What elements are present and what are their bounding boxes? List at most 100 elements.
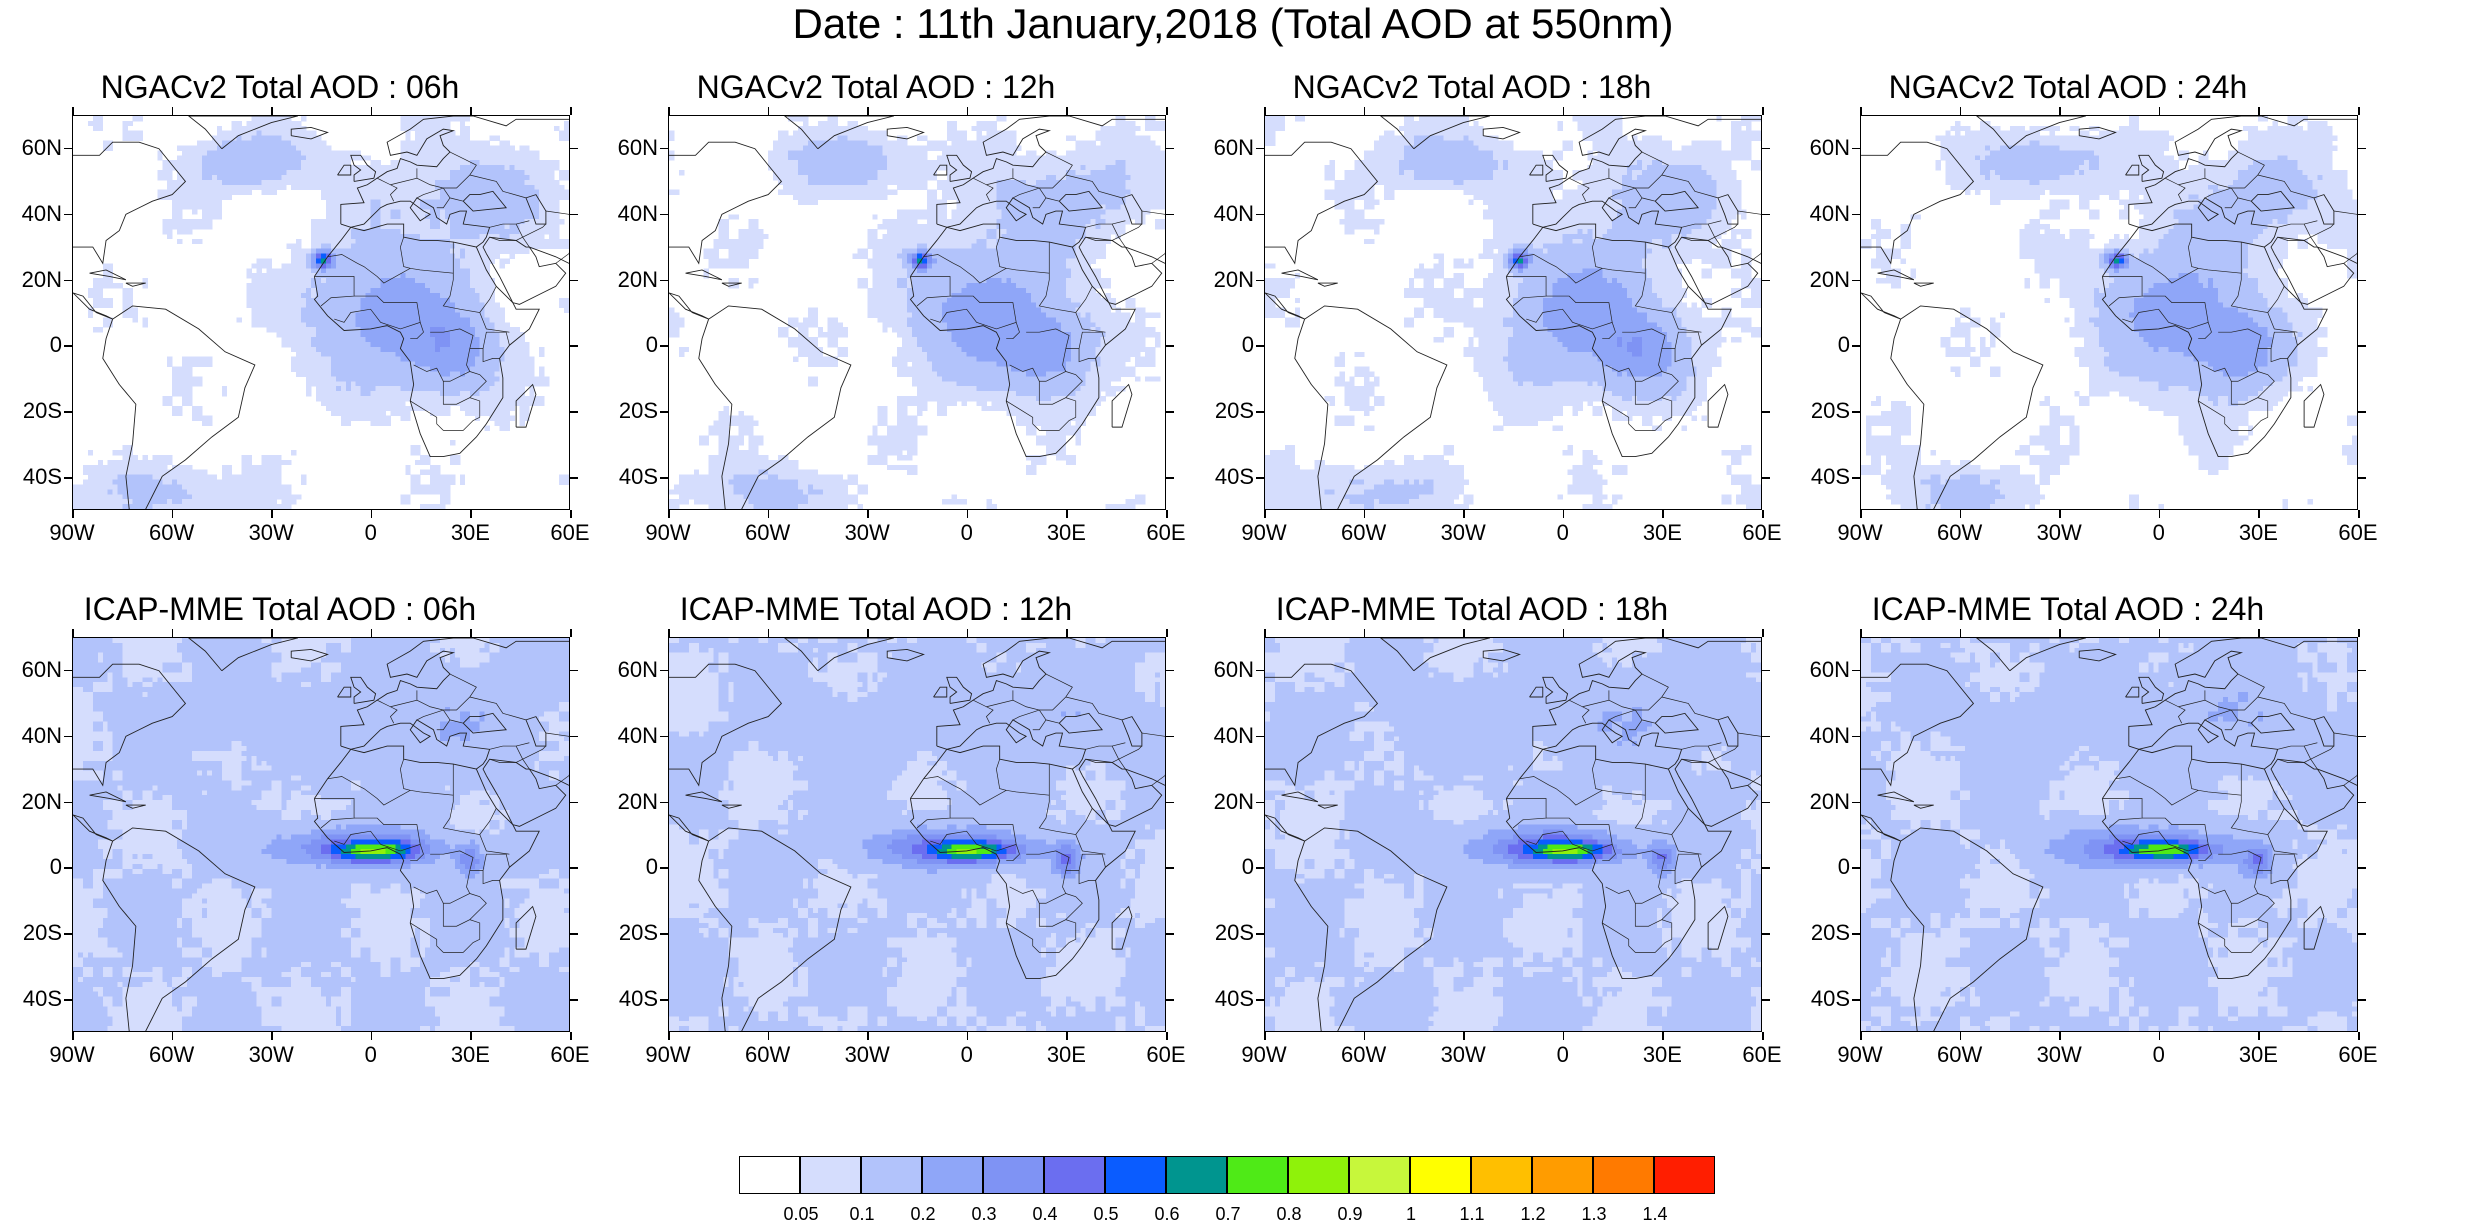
lon-tick-label: 30W — [1428, 1044, 1498, 1066]
lat-tick-mark — [1166, 867, 1174, 869]
lon-tick-label: 30E — [2223, 1044, 2293, 1066]
lat-tick-mark — [1762, 148, 1770, 150]
lon-tick-mark — [271, 1032, 273, 1040]
lat-tick-mark — [1166, 477, 1174, 479]
lon-tick-mark — [172, 629, 174, 637]
lat-tick-label: 20S — [598, 400, 658, 422]
panel-title: ICAP-MME Total AOD : 12h — [596, 592, 1156, 626]
lon-tick-mark — [2159, 629, 2161, 637]
lat-tick-mark — [1256, 345, 1264, 347]
lon-tick-mark — [371, 510, 373, 518]
lat-tick-mark — [64, 999, 72, 1001]
lon-tick-mark — [371, 629, 373, 637]
lat-tick-mark — [1852, 280, 1860, 282]
lon-tick-mark — [768, 107, 770, 115]
lat-tick-mark — [1762, 345, 1770, 347]
lat-tick-mark — [64, 670, 72, 672]
lat-tick-mark — [570, 933, 578, 935]
panel-title: NGACv2 Total AOD : 18h — [1192, 70, 1752, 104]
lon-tick-mark — [1860, 510, 1862, 518]
lat-tick-label: 20N — [1194, 791, 1254, 813]
lat-tick-label: 40S — [598, 466, 658, 488]
lat-tick-mark — [660, 148, 668, 150]
aod-map — [1264, 637, 1762, 1032]
lon-tick-mark — [1960, 1032, 1962, 1040]
lon-tick-label: 90W — [1825, 1044, 1895, 1066]
lon-tick-mark — [1860, 629, 1862, 637]
lon-tick-label: 30E — [2223, 522, 2293, 544]
lon-tick-mark — [1264, 1032, 1266, 1040]
lat-tick-mark — [1852, 933, 1860, 935]
lon-tick-mark — [1364, 629, 1366, 637]
lon-tick-mark — [2159, 510, 2161, 518]
lat-tick-mark — [64, 214, 72, 216]
lat-tick-mark — [570, 214, 578, 216]
lat-tick-mark — [1762, 214, 1770, 216]
lat-tick-label: 20N — [2, 269, 62, 291]
lon-tick-mark — [172, 510, 174, 518]
lat-tick-mark — [2358, 148, 2366, 150]
lon-tick-label: 60W — [1329, 522, 1399, 544]
lat-tick-mark — [1256, 736, 1264, 738]
lat-tick-mark — [2358, 802, 2366, 804]
lon-tick-mark — [967, 107, 969, 115]
lat-tick-label: 20S — [1194, 400, 1254, 422]
lat-tick-mark — [660, 933, 668, 935]
lon-tick-mark — [1960, 629, 1962, 637]
lon-tick-label: 30W — [1428, 522, 1498, 544]
lon-tick-label: 0 — [1528, 1044, 1598, 1066]
lon-tick-mark — [172, 107, 174, 115]
lat-tick-label: 20S — [1790, 922, 1850, 944]
lon-tick-label: 60E — [1727, 1044, 1797, 1066]
lon-tick-mark — [2358, 1032, 2360, 1040]
lat-tick-label: 40N — [1790, 725, 1850, 747]
lat-tick-label: 40S — [1790, 466, 1850, 488]
lat-tick-mark — [64, 477, 72, 479]
lat-tick-mark — [570, 736, 578, 738]
lat-tick-mark — [1852, 411, 1860, 413]
lat-tick-label: 60N — [1194, 137, 1254, 159]
lon-tick-mark — [967, 1032, 969, 1040]
lon-tick-label: 30E — [435, 1044, 505, 1066]
lon-tick-mark — [1066, 510, 1068, 518]
lat-tick-mark — [660, 477, 668, 479]
lat-tick-mark — [1256, 148, 1264, 150]
aod-field — [73, 638, 569, 1031]
lon-tick-mark — [668, 1032, 670, 1040]
lat-tick-mark — [1852, 999, 1860, 1001]
lon-tick-mark — [867, 510, 869, 518]
lon-tick-mark — [1364, 510, 1366, 518]
aod-field — [1265, 116, 1761, 509]
lon-tick-mark — [1463, 107, 1465, 115]
aod-map — [668, 637, 1166, 1032]
lon-tick-label: 90W — [633, 522, 703, 544]
lat-tick-label: 20N — [2, 791, 62, 813]
lon-tick-mark — [1166, 629, 1168, 637]
lon-tick-mark — [768, 629, 770, 637]
lon-tick-label: 60E — [2323, 1044, 2393, 1066]
lon-tick-mark — [2258, 1032, 2260, 1040]
lon-tick-mark — [2159, 1032, 2161, 1040]
lon-tick-mark — [2059, 1032, 2061, 1040]
lon-tick-mark — [867, 107, 869, 115]
lon-tick-label: 0 — [2124, 522, 2194, 544]
aod-map — [72, 637, 570, 1032]
lat-tick-mark — [1166, 802, 1174, 804]
lon-tick-label: 30E — [1031, 522, 1101, 544]
lon-tick-mark — [72, 1032, 74, 1040]
aod-field — [1861, 116, 2357, 509]
lat-tick-mark — [1256, 867, 1264, 869]
lon-tick-mark — [1762, 1032, 1764, 1040]
lat-tick-mark — [1166, 670, 1174, 672]
lat-tick-label: 0 — [2, 856, 62, 878]
lat-tick-label: 40N — [1194, 203, 1254, 225]
lat-tick-label: 40S — [1194, 466, 1254, 488]
lon-tick-mark — [371, 1032, 373, 1040]
lat-tick-mark — [64, 280, 72, 282]
lon-tick-label: 90W — [633, 1044, 703, 1066]
lon-tick-mark — [1662, 629, 1664, 637]
lat-tick-mark — [1166, 736, 1174, 738]
lat-tick-mark — [64, 802, 72, 804]
